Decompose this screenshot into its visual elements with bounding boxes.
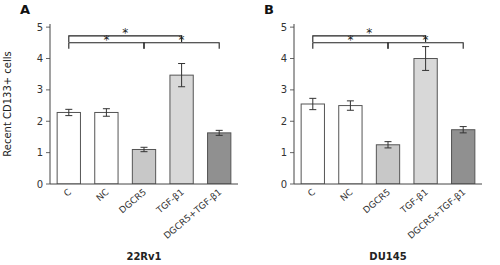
error-bar <box>385 142 392 148</box>
y-tick-label: 1 <box>37 147 43 158</box>
bar <box>376 145 399 184</box>
y-axis <box>50 24 51 184</box>
bar <box>301 104 324 184</box>
y-tick <box>290 184 294 185</box>
panel: 0 1 2 3 4 5 C NC DGCR5TGF-β1DGCR5+TGF-β1 * * * DU145… <box>264 2 482 262</box>
significance-label: * <box>423 33 429 47</box>
y-tick <box>290 58 294 59</box>
panel-label: A <box>20 2 30 17</box>
significance-label: * <box>122 26 128 40</box>
x-axis <box>50 184 238 185</box>
bar <box>208 133 231 184</box>
y-tick <box>46 58 50 59</box>
significance-label: * <box>103 33 109 47</box>
y-tick <box>46 121 50 122</box>
x-axis <box>294 184 482 185</box>
error-bar <box>141 147 148 151</box>
x-tick-label: TGF-β1 <box>154 187 186 216</box>
y-tick-label: 2 <box>281 116 287 127</box>
error-bar <box>422 47 429 71</box>
error-bar <box>309 98 316 109</box>
x-tick-label: TGF-β1 <box>398 187 430 216</box>
x-tick-label: C <box>306 187 317 199</box>
y-tick-label: 0 <box>37 179 43 190</box>
y-tick-label: 3 <box>37 84 43 95</box>
y-tick <box>290 27 294 28</box>
y-tick <box>290 89 294 90</box>
y-tick <box>46 27 50 28</box>
bar <box>414 59 437 184</box>
bar <box>57 112 80 184</box>
x-tick-label: DGCR5+TGF-β1 <box>406 187 468 241</box>
bar <box>339 106 362 184</box>
x-axis-label: DU145 <box>369 251 406 262</box>
x-tick-label: DGCR5 <box>117 187 148 215</box>
panel: 0 1 2 3 4 5 C NC DGCR5TGF-β1DGCR5+TGF-β1 * * * 22Rv1… <box>2 2 238 262</box>
y-tick <box>290 121 294 122</box>
y-tick <box>46 89 50 90</box>
y-axis <box>294 24 295 184</box>
x-axis-label: 22Rv1 <box>126 251 161 262</box>
bar <box>452 130 475 184</box>
y-tick <box>46 184 50 185</box>
error-bar <box>460 127 467 133</box>
y-tick-label: 4 <box>281 53 287 64</box>
y-axis-label: Recent CD133+ cells <box>2 51 13 156</box>
bar <box>132 149 155 184</box>
y-tick-label: 5 <box>281 22 287 33</box>
significance-label: * <box>347 33 353 47</box>
error-bar <box>216 130 223 135</box>
bar <box>170 75 193 184</box>
y-tick-label: 4 <box>37 53 43 64</box>
significance-label: * <box>179 33 185 47</box>
x-tick-label: DGCR5+TGF-β1 <box>162 187 224 241</box>
bar <box>95 112 118 184</box>
error-bar <box>103 109 110 117</box>
significance-label: * <box>366 26 372 40</box>
y-tick <box>46 152 50 153</box>
x-tick-label: NC <box>338 187 354 203</box>
chart: 012345CNCDGCR5TGF-β1DGCR5+TGF-β1***22Rv1… <box>0 0 500 265</box>
y-tick-label: 1 <box>281 147 287 158</box>
x-tick-label: DGCR5 <box>361 187 392 215</box>
x-tick-label: C <box>62 187 73 199</box>
x-tick-label: NC <box>94 187 110 203</box>
bars <box>301 47 475 184</box>
panel-label: B <box>264 2 274 17</box>
error-bar <box>178 64 185 87</box>
bars <box>57 64 231 184</box>
y-tick-label: 3 <box>281 84 287 95</box>
error-bar <box>347 101 354 110</box>
y-tick-label: 2 <box>37 116 43 127</box>
error-bar <box>65 109 72 115</box>
y-tick <box>290 152 294 153</box>
y-tick-label: 5 <box>37 22 43 33</box>
y-tick-label: 0 <box>281 179 287 190</box>
